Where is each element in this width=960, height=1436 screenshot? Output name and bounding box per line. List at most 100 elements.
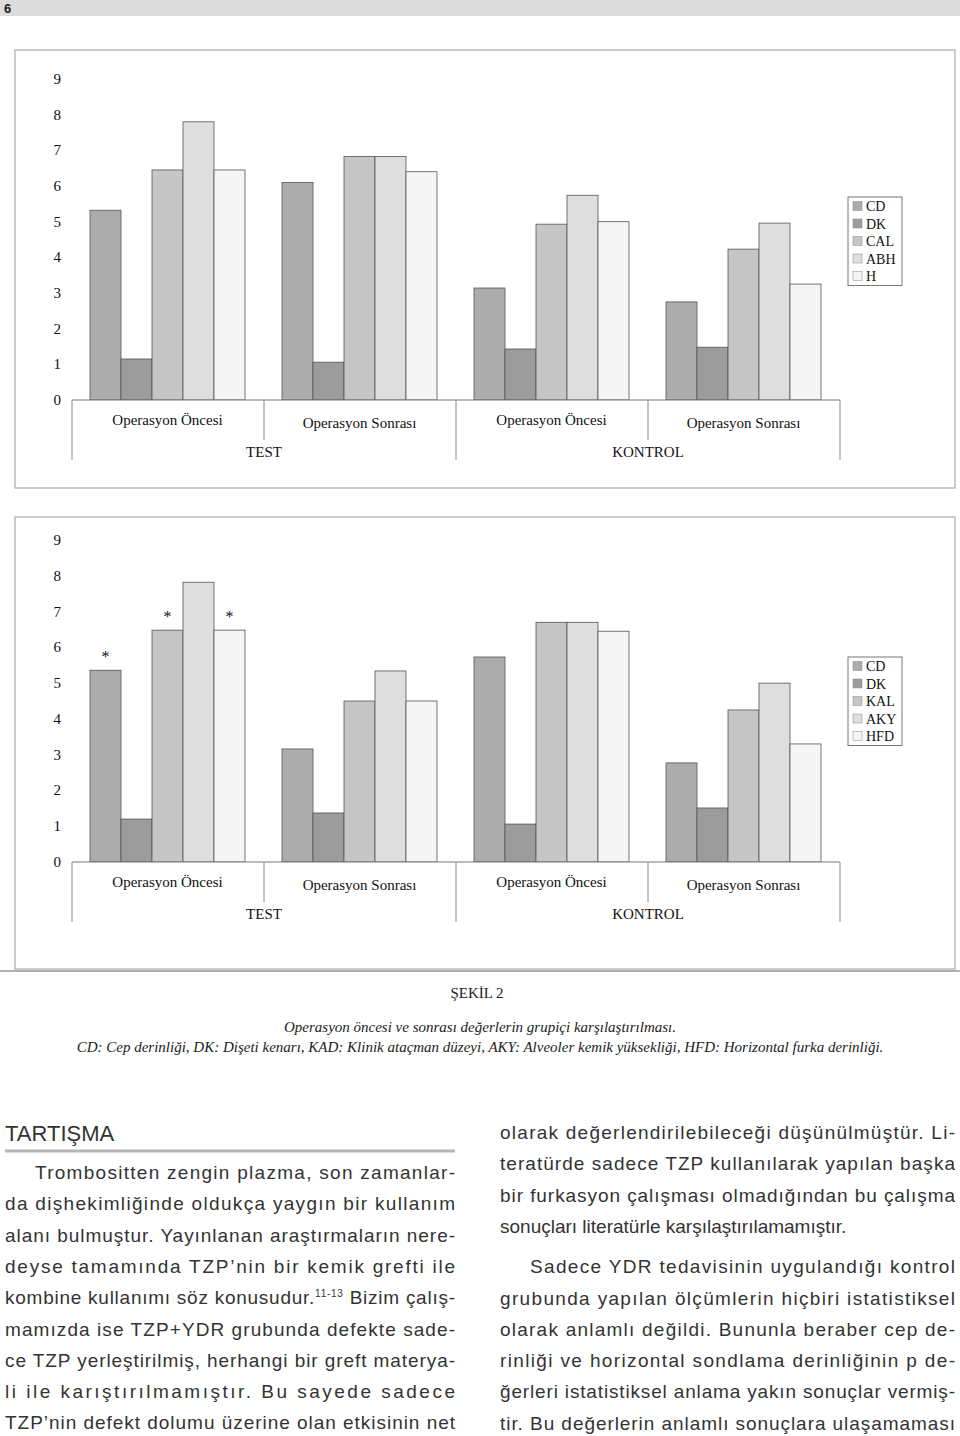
bar (183, 122, 214, 400)
category-divider (840, 862, 841, 922)
bars (90, 122, 821, 400)
bar (375, 156, 406, 400)
category-divider (840, 400, 841, 460)
bar (728, 249, 759, 400)
legend-label: CAL (866, 234, 894, 249)
page-number: 6 (4, 1, 11, 16)
body-line: mamızda ise TZP+YDR grubunda defekte sad… (5, 1319, 455, 1340)
bar (313, 362, 344, 400)
bar (759, 223, 790, 400)
legend-swatch (853, 237, 862, 246)
y-tick-label: 0 (54, 392, 62, 408)
bar (790, 284, 821, 400)
chart: 0123456789Operasyon ÖncesiOperasyon Sonr… (15, 517, 955, 969)
category-label: Operasyon Sonrası (687, 415, 801, 431)
body-line: rinliği ve horizontal sondlama derinliği… (500, 1350, 955, 1371)
legend: CDDKCALABHH (848, 197, 902, 286)
y-tick-label: 3 (54, 747, 62, 763)
category-label: Operasyon Öncesi (496, 874, 606, 890)
legend-label: KAL (866, 694, 895, 709)
category-divider (648, 862, 649, 902)
y-tick-label: 1 (54, 356, 62, 372)
bars (90, 582, 821, 862)
bar (183, 582, 214, 862)
bar (474, 288, 505, 400)
figure-caption: Operasyon öncesi ve sonrası değerlerin g… (284, 1019, 676, 1035)
bar (598, 631, 629, 862)
y-tick-label: 0 (54, 854, 62, 870)
bar (214, 170, 245, 400)
bar (90, 670, 121, 862)
category-divider (456, 862, 457, 922)
y-tick-label: 1 (54, 818, 62, 834)
category-divider (72, 862, 73, 922)
figure-caption: CD: Cep derinliği, DK: Dişeti kenarı, KA… (77, 1039, 884, 1055)
legend-label: ABH (866, 252, 896, 267)
category-divider (264, 862, 265, 902)
figure-rule (0, 970, 960, 972)
bar (536, 622, 567, 862)
bar (505, 349, 536, 400)
body-line: teratürde sadece TZP kullanılarak yapıla… (500, 1153, 955, 1174)
legend-swatch (853, 714, 862, 723)
y-tick-label: 4 (54, 711, 62, 727)
body-line: tir. Bu değerlerin anlamlı sonuçlara ula… (500, 1413, 955, 1434)
bar (344, 156, 375, 400)
bar (759, 683, 790, 862)
y-tick-label: 9 (54, 532, 62, 548)
y-tick-label: 9 (54, 71, 62, 87)
body-line: TZP’nin defekt dolumu üzerine olan etkis… (5, 1412, 456, 1433)
bar (282, 749, 313, 862)
body-line: li ile karıştırılmamıştır. Bu sayede sad… (5, 1381, 455, 1402)
legend-label: HFD (866, 729, 894, 744)
bar (152, 170, 183, 400)
header-band (0, 0, 960, 16)
chart-frame (15, 50, 955, 488)
legend-swatch (853, 254, 862, 263)
bar (666, 302, 697, 400)
bar (697, 347, 728, 400)
bar (152, 630, 183, 862)
bar (567, 195, 598, 400)
category-label: Operasyon Sonrası (303, 877, 417, 893)
category-label: Operasyon Sonrası (303, 415, 417, 431)
y-tick-label: 8 (54, 107, 62, 123)
bar (375, 671, 406, 862)
page: 60123456789Operasyon ÖncesiOperasyon Son… (0, 0, 960, 1436)
bar (214, 630, 245, 862)
body-line: deyse tamamında TZP’nin bir kemik grefti… (5, 1256, 455, 1277)
legend: CDDKKALAKYHFD (848, 657, 902, 746)
body-text: kombine kullanımı söz konusudur. (5, 1287, 314, 1308)
category-divider (456, 400, 457, 460)
category-label: Operasyon Sonrası (687, 877, 801, 893)
legend-box (848, 657, 902, 746)
citation: 11-13 (315, 1288, 343, 1299)
legend-label: H (866, 269, 876, 284)
chart-frame (15, 517, 955, 969)
y-tick-label: 7 (54, 604, 62, 620)
section-title: TARTIŞMA (5, 1121, 115, 1146)
bar (728, 710, 759, 862)
body-text: Bizim çalış- (344, 1287, 455, 1308)
bar (282, 182, 313, 400)
category-divider (648, 400, 649, 440)
y-tick-label: 3 (54, 285, 62, 301)
annotation: * (164, 608, 172, 625)
annotation: * (226, 608, 234, 625)
bar (406, 172, 437, 400)
group-label: TEST (246, 906, 282, 922)
body-line: bir furkasyon çalışması olmadığından bu … (500, 1185, 955, 1206)
bar (121, 819, 152, 862)
category-label: Operasyon Öncesi (496, 412, 606, 428)
y-tick-label: 4 (54, 249, 62, 265)
group-label: TEST (246, 444, 282, 460)
bar (598, 222, 629, 400)
legend-swatch (853, 697, 862, 706)
body-line: ce TZP yerleştirilmiş, herhangi bir gref… (5, 1350, 455, 1371)
y-tick-label: 8 (54, 568, 62, 584)
body-line: olarak anlamlı değildi. Bununla beraber … (500, 1319, 955, 1340)
figure-label: ŞEKİL 2 (450, 985, 503, 1001)
body-line: alanı bulmuştur. Yayınlanan araştırmalar… (5, 1225, 455, 1246)
bar (344, 701, 375, 862)
legend-label: CD (866, 199, 885, 214)
